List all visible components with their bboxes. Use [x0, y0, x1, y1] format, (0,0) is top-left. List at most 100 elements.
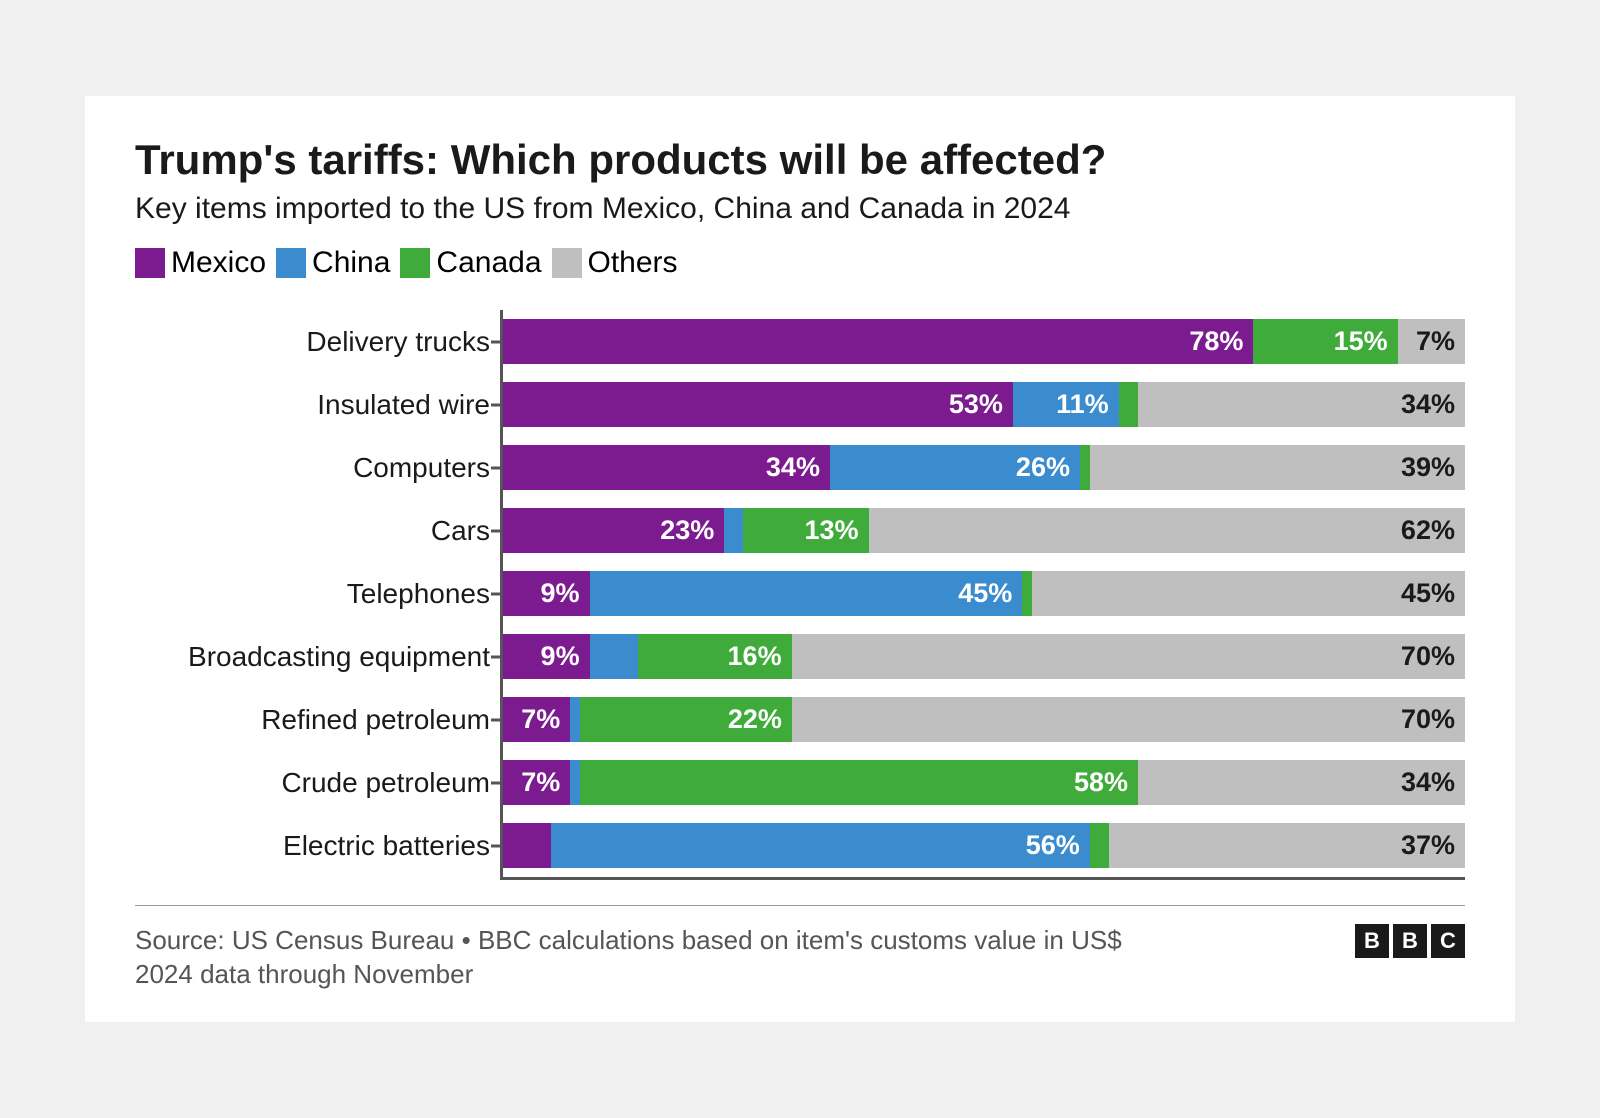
bar-segment-others: 70% [792, 697, 1465, 742]
legend-item: China [276, 246, 390, 280]
bar-segment-canada: 58% [580, 760, 1138, 805]
category-label: Computers [135, 436, 500, 499]
legend-item: Mexico [135, 246, 266, 280]
bar-row-container: 23% 13% 62% [503, 499, 1465, 562]
bar-segment-canada: 15% [1253, 319, 1397, 364]
chart-subtitle: Key items imported to the US from Mexico… [135, 192, 1465, 226]
bar-segment-china: 45% [590, 571, 1023, 616]
segment-value-label: 45% [958, 578, 1012, 609]
bar-segment-canada [1119, 382, 1138, 427]
axis-tick [491, 529, 503, 532]
segment-value-label: 78% [1189, 326, 1243, 357]
axis-tick [491, 466, 503, 469]
bar-segment-china: 56% [551, 823, 1090, 868]
bar-segment-canada: 22% [580, 697, 792, 742]
bbc-logo-box: B [1393, 924, 1427, 958]
segment-value-label: 70% [1401, 641, 1455, 672]
segment-value-label: 15% [1334, 326, 1388, 357]
segment-value-label: 34% [1401, 389, 1455, 420]
bar-segment-canada: 16% [638, 634, 792, 679]
category-label: Broadcasting equipment [135, 625, 500, 688]
axis-tick [491, 718, 503, 721]
bar-segment-canada [1022, 571, 1032, 616]
bar-row-container: 9% 16% 70% [503, 625, 1465, 688]
axis-tick [491, 844, 503, 847]
source-line-2: 2024 data through November [135, 958, 1122, 992]
segment-value-label: 7% [1416, 326, 1455, 357]
category-label: Refined petroleum [135, 688, 500, 751]
segment-value-label: 53% [949, 389, 1003, 420]
stacked-bar: 7% 58% 34% [503, 760, 1465, 805]
bar-segment-canada [1080, 445, 1090, 490]
bar-segment-others: 62% [869, 508, 1465, 553]
segment-value-label: 11% [1056, 389, 1109, 420]
legend-label: China [312, 246, 390, 280]
stacked-bar: 78% 15% 7% [503, 319, 1465, 364]
axis-tick [491, 781, 503, 784]
bar-segment-mexico: 34% [503, 445, 830, 490]
segment-value-label: 39% [1401, 452, 1455, 483]
chart-footer: Source: US Census Bureau • BBC calculati… [135, 905, 1465, 992]
bar-segment-china: 11% [1013, 382, 1119, 427]
chart-area: Delivery trucksInsulated wireComputersCa… [135, 310, 1465, 880]
bbc-logo-box: B [1355, 924, 1389, 958]
segment-value-label: 7% [521, 704, 560, 735]
category-label: Insulated wire [135, 373, 500, 436]
segment-value-label: 37% [1401, 830, 1455, 861]
axis-tick [491, 340, 503, 343]
legend-swatch [135, 248, 165, 278]
bar-segment-mexico: 7% [503, 697, 570, 742]
bar-segment-china [570, 760, 580, 805]
bar-row-container: 34%26%39% [503, 436, 1465, 499]
stacked-bar: 9% 45% 45% [503, 571, 1465, 616]
bbc-logo-box: C [1431, 924, 1465, 958]
axis-tick [491, 655, 503, 658]
bar-segment-china [724, 508, 743, 553]
bar-segment-china [570, 697, 580, 742]
legend-item: Canada [400, 246, 541, 280]
category-labels-column: Delivery trucksInsulated wireComputersCa… [135, 310, 500, 880]
legend: Mexico China Canada Others [135, 246, 1465, 280]
bar-segment-others: 34% [1138, 760, 1465, 805]
category-label: Crude petroleum [135, 751, 500, 814]
bar-segment-mexico: 78% [503, 319, 1253, 364]
segment-value-label: 9% [541, 641, 580, 672]
bar-segment-others: 34% [1138, 382, 1465, 427]
bar-row-container: 7% 22% 70% [503, 688, 1465, 751]
segment-value-label: 13% [804, 515, 858, 546]
segment-value-label: 7% [521, 767, 560, 798]
bar-segment-others: 39% [1090, 445, 1465, 490]
bar-segment-canada [1090, 823, 1109, 868]
segment-value-label: 58% [1074, 767, 1128, 798]
bar-segment-mexico: 9% [503, 571, 590, 616]
chart-title: Trump's tariffs: Which products will be … [135, 136, 1465, 184]
bar-segment-mexico: 53% [503, 382, 1013, 427]
legend-label: Canada [436, 246, 541, 280]
segment-value-label: 70% [1401, 704, 1455, 735]
category-label: Delivery trucks [135, 310, 500, 373]
bar-segment-canada: 13% [743, 508, 868, 553]
category-label: Electric batteries [135, 814, 500, 877]
stacked-bar: 9% 16% 70% [503, 634, 1465, 679]
bar-segment-others: 70% [792, 634, 1465, 679]
bar-row-container: 9% 45% 45% [503, 562, 1465, 625]
bbc-logo: BBC [1355, 924, 1465, 958]
segment-value-label: 56% [1026, 830, 1080, 861]
source-line-1: Source: US Census Bureau • BBC calculati… [135, 924, 1122, 958]
bar-segment-others: 7% [1398, 319, 1465, 364]
stacked-bar: 23% 13% 62% [503, 508, 1465, 553]
bar-row-container: 7% 58% 34% [503, 751, 1465, 814]
bar-segment-mexico: 23% [503, 508, 724, 553]
segment-value-label: 45% [1401, 578, 1455, 609]
bar-segment-others: 45% [1032, 571, 1465, 616]
legend-label: Others [588, 246, 678, 280]
axis-tick [491, 403, 503, 406]
segment-value-label: 22% [728, 704, 782, 735]
legend-swatch [276, 248, 306, 278]
bar-row-container: 56% 37% [503, 814, 1465, 877]
stacked-bar: 56% 37% [503, 823, 1465, 868]
source-text: Source: US Census Bureau • BBC calculati… [135, 924, 1122, 992]
segment-value-label: 34% [766, 452, 820, 483]
legend-swatch [400, 248, 430, 278]
bar-segment-mexico [503, 823, 551, 868]
